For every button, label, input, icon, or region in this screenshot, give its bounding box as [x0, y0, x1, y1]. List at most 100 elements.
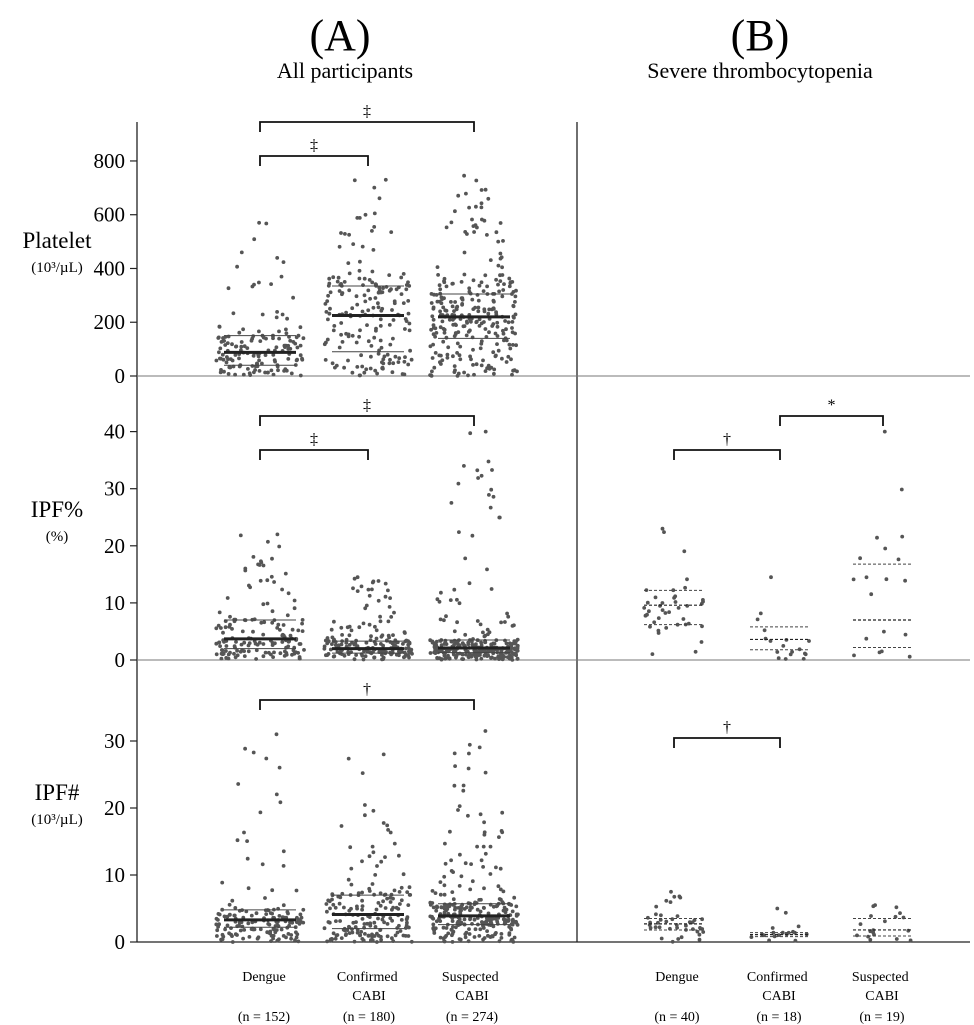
data-point	[476, 476, 480, 480]
significance-symbol: †	[363, 681, 371, 698]
data-point	[238, 533, 243, 538]
data-point	[388, 342, 393, 347]
data-point	[452, 364, 457, 368]
data-point	[511, 343, 515, 347]
data-point	[499, 620, 503, 625]
data-point	[428, 651, 433, 655]
data-point	[353, 925, 358, 929]
data-point	[510, 330, 515, 335]
significance-symbol: †	[723, 431, 731, 448]
data-point	[347, 271, 352, 276]
data-point	[352, 576, 357, 581]
data-point	[511, 303, 516, 308]
data-point	[385, 896, 389, 901]
data-point	[491, 651, 496, 656]
data-point	[295, 932, 300, 937]
data-point	[452, 334, 457, 338]
data-point	[243, 746, 248, 751]
data-point	[339, 321, 344, 325]
data-point	[399, 898, 404, 903]
data-point	[336, 894, 341, 899]
data-point	[289, 936, 293, 941]
data-point	[485, 929, 489, 933]
data-point	[402, 372, 407, 377]
data-point	[355, 575, 360, 580]
data-point	[797, 647, 802, 652]
data-point	[220, 907, 225, 912]
data-point	[373, 624, 377, 629]
data-point	[487, 630, 492, 635]
data-point	[287, 923, 291, 928]
data-point	[269, 574, 274, 579]
data-point	[227, 902, 232, 907]
data-point	[453, 209, 457, 214]
data-point	[226, 372, 231, 376]
data-point	[261, 642, 266, 646]
data-point	[364, 640, 369, 645]
data-point	[907, 654, 912, 659]
data-point	[483, 851, 488, 856]
data-point	[379, 934, 383, 939]
data-point	[678, 895, 683, 900]
data-point	[670, 917, 675, 922]
data-point	[510, 372, 514, 377]
data-point	[255, 361, 260, 366]
data-point	[479, 858, 484, 863]
data-point	[482, 830, 487, 835]
data-point	[697, 932, 702, 937]
data-point	[462, 173, 466, 178]
data-point	[406, 311, 411, 316]
data-point	[430, 356, 435, 360]
data-point	[445, 907, 450, 911]
data-point	[451, 925, 455, 929]
data-point	[381, 657, 385, 661]
data-point	[490, 468, 494, 472]
data-point	[513, 300, 517, 304]
data-point	[278, 800, 283, 805]
data-point	[368, 366, 373, 371]
data-point	[501, 889, 506, 894]
data-point	[700, 624, 704, 629]
data-point	[450, 281, 455, 286]
data-point	[468, 328, 472, 333]
data-point	[385, 934, 390, 939]
data-point	[429, 327, 433, 332]
data-point	[354, 920, 358, 924]
data-point	[461, 788, 466, 793]
data-point	[366, 308, 371, 313]
data-point	[484, 335, 489, 339]
data-point	[768, 639, 773, 643]
data-point	[477, 324, 482, 328]
data-point	[503, 620, 507, 624]
data-point	[228, 912, 232, 917]
data-point	[478, 346, 483, 351]
data-point	[252, 237, 257, 242]
data-point	[374, 326, 378, 331]
data-point	[505, 611, 509, 616]
data-point	[323, 358, 328, 362]
data-point	[298, 325, 303, 330]
data-point	[456, 919, 460, 924]
y-tick-label-platelet: 400	[94, 256, 126, 280]
data-point	[430, 889, 435, 893]
data-point	[444, 225, 449, 230]
data-point	[291, 340, 296, 344]
data-point	[386, 828, 390, 832]
data-point	[357, 625, 362, 630]
data-point	[349, 866, 354, 871]
data-point	[474, 362, 479, 367]
data-point	[438, 892, 443, 897]
data-point	[409, 357, 414, 362]
data-point	[858, 922, 863, 926]
data-point	[439, 353, 443, 358]
data-point	[239, 642, 244, 647]
data-point	[230, 934, 234, 938]
data-point	[494, 230, 499, 235]
data-point	[276, 622, 281, 627]
data-point	[272, 650, 276, 655]
data-point	[459, 905, 464, 910]
data-point	[448, 598, 453, 602]
data-point	[354, 638, 358, 643]
data-point	[268, 911, 273, 915]
data-point	[501, 239, 505, 243]
